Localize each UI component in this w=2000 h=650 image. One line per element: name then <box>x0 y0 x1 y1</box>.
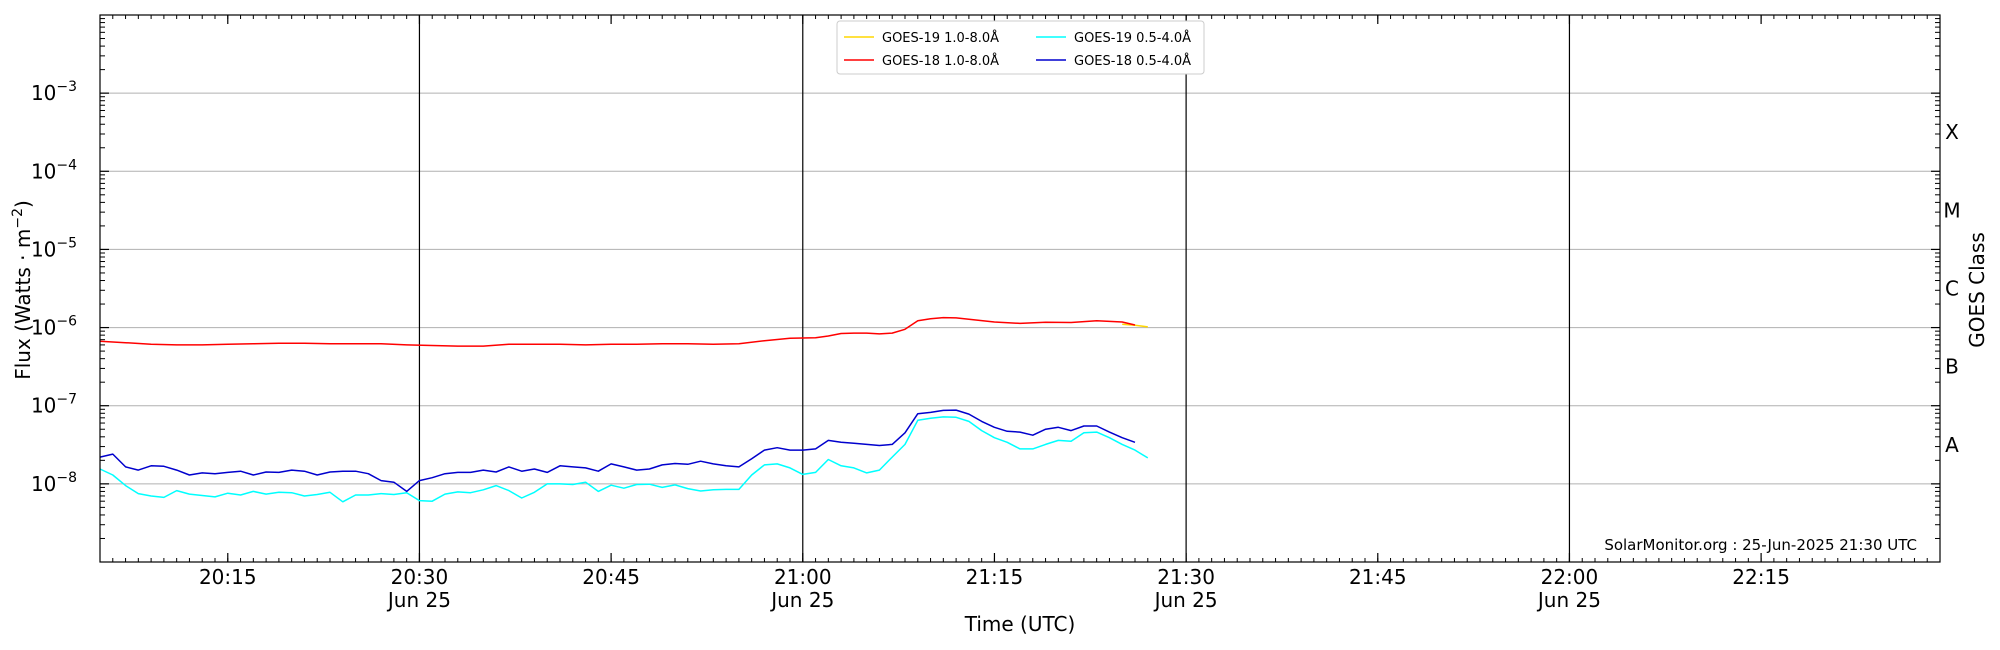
day-vertical-lines <box>418 15 1571 562</box>
x-tick-label: 20:30 <box>391 565 449 589</box>
x-tick-label: 21:00 <box>774 565 832 589</box>
x-tick-label: 22:00 <box>1541 565 1599 589</box>
x-tick-date-label: Jun 25 <box>1536 588 1601 612</box>
x-tick-label: 21:30 <box>1157 565 1215 589</box>
right-y-axis-label: GOES Class <box>1965 232 1989 348</box>
x-axis-label: Time (UTC) <box>964 612 1076 636</box>
legend-label: GOES-18 0.5-4.0Å <box>1074 53 1191 69</box>
goes-class-label: X <box>1945 120 1959 144</box>
legend-box <box>836 20 1205 75</box>
x-tick-label: 21:45 <box>1349 565 1407 589</box>
y-tick-label: 10−3 <box>31 79 77 105</box>
series-lines <box>99 316 1149 503</box>
y-tick-label: 10−6 <box>31 314 77 340</box>
y-tick-label: 10−5 <box>31 235 77 261</box>
x-tick-label: 22:15 <box>1732 565 1790 589</box>
x-tick-label: 20:15 <box>199 565 257 589</box>
goes-class-label: C <box>1945 277 1959 301</box>
legend-label: GOES-19 0.5-4.0Å <box>1074 30 1191 46</box>
watermark: SolarMonitor.org : 25-Jun-2025 21:30 UTC <box>1604 536 1917 554</box>
legend-label: GOES-19 1.0-8.0Å <box>882 30 999 46</box>
series-line <box>99 409 1136 493</box>
goes-class-labels: A B C M X <box>1943 120 1960 457</box>
axis-ticks <box>100 15 1940 562</box>
y-tick-label: 10−8 <box>31 470 77 496</box>
y-axis-label: Flux (Watts · m−2) <box>10 200 35 380</box>
legend-label: GOES-18 1.0-8.0Å <box>882 53 999 69</box>
y-tick-label: 10−4 <box>31 157 77 183</box>
x-tick-date-label: Jun 25 <box>1153 588 1218 612</box>
series-line <box>99 416 1149 503</box>
series-line <box>1122 323 1148 328</box>
legend: GOES-19 1.0-8.0Å GOES-18 1.0-8.0Å GOES-19 … <box>836 20 1205 75</box>
goes-class-label: A <box>1945 433 1959 457</box>
series-line <box>99 316 1136 347</box>
x-tick-label: 21:15 <box>966 565 1024 589</box>
x-tick-date-label: Jun 25 <box>769 588 834 612</box>
y-tick-label: 10−7 <box>31 392 77 418</box>
goes-class-label: M <box>1943 198 1960 222</box>
x-tick-date-label: Jun 25 <box>386 588 451 612</box>
x-tick-label: 20:45 <box>582 565 640 589</box>
grid-lines <box>100 92 1940 485</box>
y-tick-labels: 10−8 10−7 10−6 10−5 10−4 10−3 <box>31 79 77 496</box>
goes-class-label: B <box>1945 355 1959 379</box>
